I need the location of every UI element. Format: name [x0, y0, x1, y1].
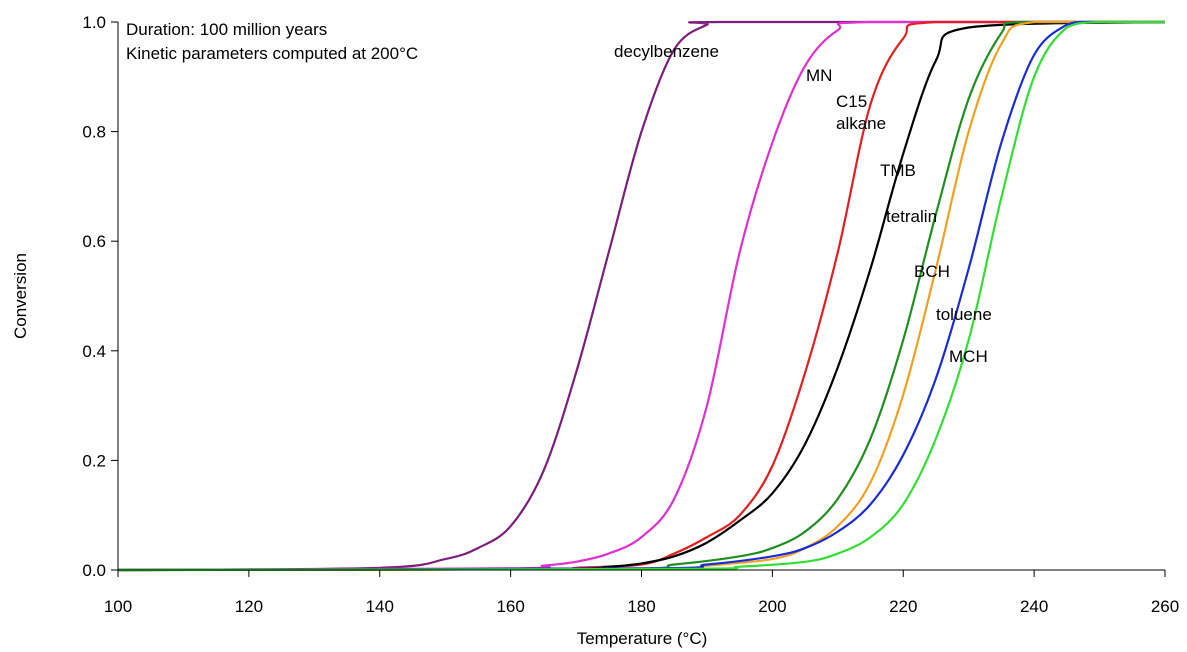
- series-label-tetralin: tetralin: [886, 207, 937, 226]
- x-tick-label: 260: [1151, 597, 1179, 616]
- series-label-bch: BCH: [914, 262, 950, 281]
- series-line-tetralin: [117, 20, 1165, 572]
- series-label-mch: MCH: [949, 347, 988, 366]
- y-tick-label: 0.4: [82, 342, 106, 361]
- x-tick-label: 140: [366, 597, 394, 616]
- annotation-duration: Duration: 100 million years: [126, 20, 327, 39]
- axes-layer: 100 120 140 160 180 200 220 240 260 0.0 0.2 0.4 0.6 0…: [82, 13, 1179, 616]
- series-label-mn: MN: [806, 66, 832, 85]
- x-tick-label: 200: [758, 597, 786, 616]
- x-tick-label: 160: [496, 597, 524, 616]
- x-tick-label: 180: [627, 597, 655, 616]
- series-line-bch: [117, 20, 1165, 572]
- series-line-mn: [117, 20, 1165, 572]
- series-line-c15-alkane: [117, 20, 1165, 572]
- x-tick-label: 240: [1020, 597, 1048, 616]
- series-line-toluene: [117, 20, 1165, 572]
- y-tick-label: 0.0: [82, 561, 106, 580]
- x-axis-title: Temperature (°C): [577, 629, 708, 648]
- series-label-toluene: toluene: [936, 305, 992, 324]
- series-line-decylbenzene: [117, 20, 1165, 572]
- x-tick-label: 120: [235, 597, 263, 616]
- y-tick-label: 0.6: [82, 232, 106, 251]
- y-tick-label: 1.0: [82, 13, 106, 32]
- x-tick-label: 100: [104, 597, 132, 616]
- series-label-decylbenzene: decylbenzene: [614, 42, 719, 61]
- y-tick-label: 0.8: [82, 123, 106, 142]
- annotation-kinetic-parameters: Kinetic parameters computed at 200°C: [126, 44, 418, 63]
- series-label-tmb: TMB: [880, 161, 916, 180]
- series-layer: [117, 20, 1166, 572]
- y-axis-title: Conversion: [11, 253, 30, 339]
- y-tick-label: 0.2: [82, 451, 106, 470]
- series-line-tmb: [117, 20, 1166, 572]
- series-label-c15-alkane: C15 alkane: [836, 92, 886, 133]
- x-tick-label: 220: [889, 597, 917, 616]
- series-line-mch: [117, 20, 1165, 572]
